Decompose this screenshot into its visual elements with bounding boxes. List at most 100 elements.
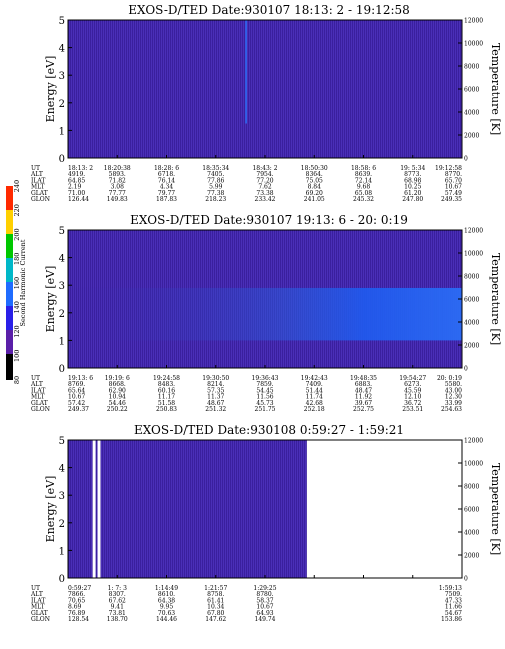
ephemeris-value: 6273. [404,381,421,388]
colorbar-tick-label: 220 [13,204,21,216]
y-tick-label: 5 [59,226,65,237]
ephemeris-value: 11.74 [306,394,323,401]
y-tick-label: 2 [59,99,65,110]
y2-tick-label: 10000 [464,251,483,258]
spectrogram-panel-1: EXOS-D/TED Date:930107 18:13: 2 - 19:12:… [30,3,502,203]
ephemeris-value: 9.95 [160,604,174,611]
ephemeris-value: 61.20 [404,190,421,197]
ephemeris-value: 42.68 [306,400,323,407]
ephemeris-value: 11.37 [207,394,224,401]
y2-tick-label: 0 [464,576,468,583]
y-tick-label: 5 [59,16,65,27]
ephemeris-value: 8769. [68,381,85,388]
ephemeris-value: 19:30:50 [202,375,229,382]
y2-tick-label: 8000 [464,64,479,71]
ephemeris-value: 73.81 [109,610,126,617]
ephemeris-value: 5893. [109,171,126,178]
ephemeris-value: 19:24:58 [153,375,180,382]
y-axis-label: Energy [eV] [44,266,57,333]
ephemeris-value: 19:19: 6 [105,375,130,382]
panel-title: EXOS-D/TED Date:930107 19:13: 6 - 20: 0:… [130,213,408,227]
ephemeris-value: 9.68 [357,184,371,191]
ephemeris-value: 254.63 [441,406,462,413]
ephemeris-value: 153.86 [441,616,462,623]
ephemeris-value: 45.59 [404,387,421,394]
ephemeris-value: 138.70 [107,616,128,623]
ephemeris-value: 58.37 [256,597,273,604]
ephemeris-value: 187.83 [156,196,177,203]
ephemeris-value: 8364. [306,171,323,178]
ephemeris-value: 19:36:43 [252,375,279,382]
y-tick-label: 2 [59,309,65,320]
ephemeris-value: 128.54 [68,616,89,623]
ephemeris-value: 149.83 [107,196,128,203]
ephemeris-value: 8668. [109,381,126,388]
ephemeris-value: 10.67 [68,394,85,401]
ephemeris-value: 11.66 [445,604,462,611]
ephemeris-value: 8758. [207,591,224,598]
y2-tick-label: 6000 [464,87,479,94]
y-tick-label: 3 [59,491,65,502]
ephemeris-value: 8214. [207,381,224,388]
y-axis-label: Energy [eV] [44,56,57,123]
ephemeris-row-label: ILAT [31,387,45,394]
ephemeris-value: 12.30 [445,394,462,401]
colorbar-seg-3 [6,234,13,258]
ephemeris-value: 1:14:49 [155,585,178,592]
y2-tick-label: 8000 [464,484,479,491]
colorbar-seg-1 [6,186,13,210]
ephemeris-value: 253.51 [402,406,423,413]
colorbar-seg-7 [6,330,13,354]
ephemeris-value: 47.33 [445,597,462,604]
ephemeris-value: 2.19 [68,184,82,191]
ephemeris-row-label: MLT [31,184,45,191]
colorbar-seg-8 [6,354,13,380]
ephemeris-value: 0:59:27 [68,585,91,592]
y2-tick-label: 8000 [464,274,479,281]
ephemeris-value: 18:20:38 [104,165,131,172]
ephemeris-value: 62.90 [109,387,126,394]
ephemeris-row-label: UT [31,585,40,592]
colorbar-tick-label: 160 [13,277,21,289]
ephemeris-value: 77.86 [207,177,224,184]
colorbar-seg-2 [6,210,13,234]
ephemeris-value: 72.14 [355,177,372,184]
colorbar: 240 220 200 180 160 140 120 100 80 Second Harmon… [6,180,27,384]
ephemeris-value: 8780. [256,591,273,598]
ephemeris-value: 65.64 [68,387,85,394]
ephemeris-row-label: ALT [30,171,43,178]
ephemeris-value: 51.44 [306,387,323,394]
y-tick-label: 5 [59,436,65,447]
ephemeris-value: 233.42 [255,196,276,203]
y2-tick-label: 0 [464,156,468,163]
ephemeris-value: 54.45 [256,387,273,394]
spectrogram-panel-3: EXOS-D/TED Date:930108 0:59:27 - 1:59:21… [30,423,502,623]
ephemeris-row-label: GLAT [31,190,48,197]
ephemeris-value: 252.18 [304,406,325,413]
ephemeris-value: 7405. [207,171,224,178]
ephemeris-value: 8610. [158,591,175,598]
ephemeris-row-label: GLON [31,616,50,623]
ephemeris-value: 250.83 [156,406,177,413]
ephemeris-value: 6883. [355,381,372,388]
ephemeris-value: 250.22 [107,406,128,413]
ephemeris-row-label: MLT [31,394,45,401]
ephemeris-value: 43.00 [445,387,462,394]
ephemeris-value: 18:58: 6 [351,165,376,172]
ephemeris-value: 251.32 [205,406,226,413]
ephemeris-value: 76.14 [158,177,175,184]
ephemeris-value: 67.62 [109,597,126,604]
colorbar-seg-6 [6,306,13,330]
ephemeris-value: 54.67 [445,610,462,617]
y-tick-label: 0 [59,574,65,585]
ephemeris-value: 36.72 [404,400,421,407]
ephemeris-value: 19:13: 6 [68,375,93,382]
y2-axis-label: Temperature [K] [489,253,502,345]
ephemeris-value: 8483. [158,381,175,388]
y-tick-label: 4 [59,254,65,265]
y2-tick-label: 6000 [464,297,479,304]
ephemeris-value: 71.00 [68,190,85,197]
ephemeris-value: 45.73 [256,400,273,407]
ephemeris-value: 48.47 [355,387,372,394]
ephemeris-value: 57.49 [445,190,462,197]
